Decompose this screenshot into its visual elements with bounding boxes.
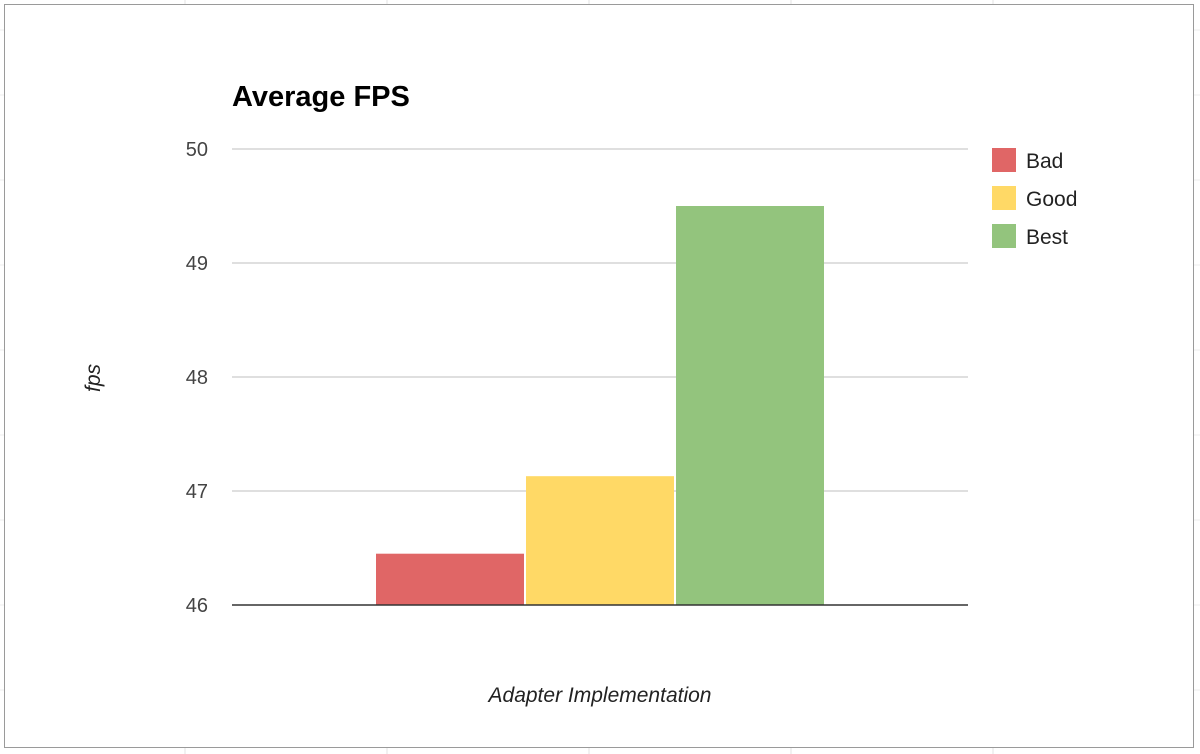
y-tick-label-48: 48 <box>186 367 208 389</box>
y-axis-label: fps <box>82 363 105 392</box>
legend-label-good: Good <box>1026 188 1077 211</box>
bar-good[interactable] <box>526 476 674 605</box>
legend-swatch-bad <box>992 148 1016 172</box>
y-tick-label-49: 49 <box>186 253 208 275</box>
legend-swatch-good <box>992 186 1016 210</box>
chart-title: Average FPS <box>232 81 410 113</box>
y-tick-label-46: 46 <box>186 595 208 617</box>
x-axis-label: Adapter Implementation <box>487 684 712 707</box>
chart-container[interactable] <box>4 4 1194 748</box>
chart-gridlines <box>232 148 968 492</box>
legend-label-best: Best <box>1026 226 1068 249</box>
legend: Bad Good Best <box>992 148 1077 249</box>
legend-label-bad: Bad <box>1026 150 1063 173</box>
y-axis-ticks: 46 47 48 49 50 <box>186 139 208 617</box>
y-tick-label-47: 47 <box>186 481 208 503</box>
bar-best[interactable] <box>676 206 824 605</box>
bar-bad[interactable] <box>376 553 524 605</box>
legend-swatch-best <box>992 224 1016 248</box>
bars <box>376 206 824 605</box>
y-tick-label-50: 50 <box>186 139 208 161</box>
